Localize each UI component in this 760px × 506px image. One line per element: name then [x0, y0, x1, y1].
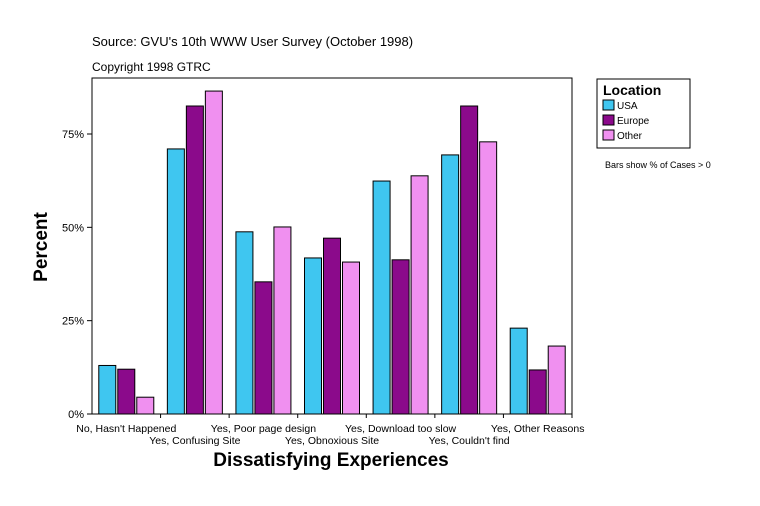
bar: [479, 141, 498, 415]
legend-swatch: [602, 114, 615, 126]
bar: [441, 154, 460, 415]
y-tick-label: 75%: [62, 129, 84, 141]
y-tick-label: 50%: [62, 222, 84, 234]
bar: [547, 345, 566, 415]
legend-label: USA: [617, 101, 638, 112]
y-tick-label: 0%: [68, 409, 84, 421]
bar: [460, 105, 479, 415]
legend-swatch: [602, 99, 615, 111]
bar: [323, 237, 341, 415]
x-tick-label: Yes, Couldn't find: [429, 435, 510, 447]
x-tick-label: Yes, Obnoxious Site: [285, 435, 379, 447]
bar: [372, 180, 391, 415]
x-tick-label: Yes, Poor page design: [211, 423, 316, 435]
bar: [204, 90, 223, 415]
bar: [117, 368, 136, 415]
bar: [528, 369, 547, 415]
y-tick-label: 25%: [62, 316, 84, 328]
legend-title: Location: [603, 82, 661, 98]
bar: [304, 257, 322, 415]
bar: [273, 226, 292, 415]
bar: [136, 396, 155, 415]
bar: [185, 105, 204, 415]
note: Bars show % of Cases > 0: [605, 160, 711, 170]
bar: [98, 364, 117, 415]
legend-swatch: [602, 129, 615, 141]
bar: [391, 259, 410, 415]
x-axis-title: Dissatisfying Experiences: [213, 450, 449, 471]
bar: [509, 327, 528, 415]
x-tick-label: Yes, Other Reasons: [491, 423, 585, 435]
x-tick-label: Yes, Download too slow: [345, 423, 457, 435]
copyright: Copyright 1998 GTRC: [92, 60, 211, 74]
x-tick-label: Yes, Confusing Site: [149, 435, 240, 447]
bar: [410, 175, 429, 415]
x-tick-label: No, Hasn't Happened: [76, 423, 176, 435]
legend-label: Other: [617, 131, 643, 142]
bar: [166, 148, 185, 415]
bar: [235, 231, 254, 415]
legend-label: Europe: [617, 116, 650, 127]
y-axis-title: Percent: [31, 211, 52, 281]
source: Source: GVU's 10th WWW User Survey (Octo…: [92, 34, 413, 49]
bar: [342, 261, 360, 415]
bar: [254, 281, 273, 415]
